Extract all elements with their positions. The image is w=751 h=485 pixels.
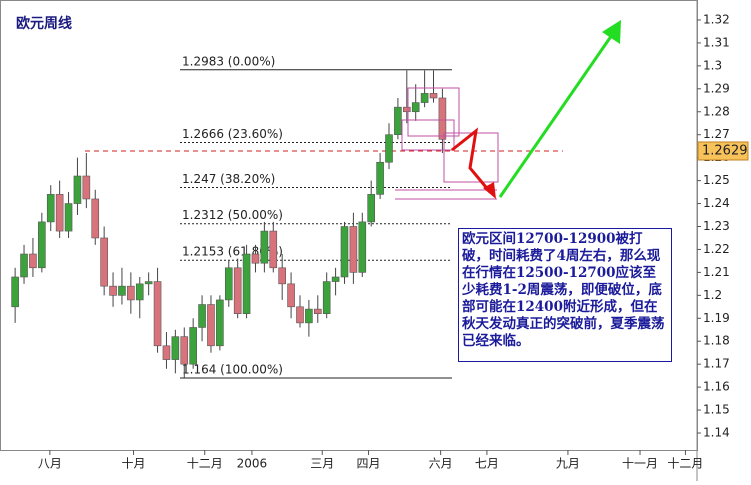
candle-body bbox=[403, 106, 411, 113]
candle-body bbox=[296, 306, 304, 324]
annotation-shapes bbox=[395, 20, 621, 200]
y-tick-label: 1.2 bbox=[703, 288, 722, 302]
x-tick-label: 2006 bbox=[237, 457, 268, 471]
y-tick-label: 1.28 bbox=[703, 104, 730, 118]
y-tick-label: 1.32 bbox=[703, 12, 730, 26]
range-box bbox=[443, 132, 499, 183]
candle-body bbox=[411, 102, 420, 113]
fib-label: 1.2312 (50.00%) bbox=[182, 208, 283, 222]
green-arrowhead bbox=[602, 20, 621, 44]
y-tick-label: 1.22 bbox=[703, 242, 730, 256]
x-tick-label: 十月 bbox=[122, 457, 146, 471]
x-tick-label: 三月 bbox=[310, 457, 334, 471]
x-tick-label: 七月 bbox=[475, 457, 499, 471]
y-tick-label: 1.19 bbox=[703, 311, 730, 325]
y-tick-label: 1.18 bbox=[703, 334, 730, 348]
y-tick-label: 1.15 bbox=[703, 403, 730, 417]
y-tick-label: 1.17 bbox=[703, 357, 730, 371]
candle-body bbox=[331, 276, 340, 282]
candle-body bbox=[207, 304, 215, 347]
candle-body bbox=[358, 221, 367, 273]
last-price-label: 1.2629 bbox=[702, 143, 748, 158]
candle-body bbox=[91, 198, 100, 239]
candle-body bbox=[20, 253, 28, 278]
candle-body bbox=[11, 276, 19, 308]
fib-label: 1.2666 (23.60%) bbox=[182, 127, 283, 141]
y-tick-label: 1.3 bbox=[703, 58, 722, 72]
candle-body bbox=[394, 106, 402, 136]
y-tick-label: 1.23 bbox=[703, 219, 730, 233]
candle-body bbox=[278, 267, 286, 285]
candle-body bbox=[144, 281, 153, 285]
candle-body bbox=[429, 93, 438, 99]
candle-body bbox=[385, 134, 393, 163]
y-tick-label: 1.31 bbox=[703, 35, 730, 49]
candle-body bbox=[349, 226, 358, 273]
candle-body bbox=[171, 336, 180, 360]
candle-body bbox=[233, 267, 242, 314]
candle-body bbox=[198, 304, 206, 328]
candle-body bbox=[420, 93, 429, 103]
x-tick-label: 四月 bbox=[357, 457, 381, 471]
candle-body bbox=[73, 175, 82, 204]
candle-body bbox=[118, 285, 126, 296]
fib-label: 1.2983 (0.00%) bbox=[182, 54, 275, 68]
candle-body bbox=[109, 285, 117, 296]
candle-body bbox=[251, 253, 260, 264]
candle-body bbox=[82, 175, 91, 200]
candle-body bbox=[242, 253, 251, 314]
candle-body bbox=[269, 230, 278, 269]
x-tick-label: 六月 bbox=[429, 457, 453, 471]
candle-body bbox=[46, 194, 55, 223]
candle-body bbox=[153, 281, 162, 347]
candle-body bbox=[313, 308, 322, 314]
red-arrow bbox=[451, 127, 492, 193]
red-arrowhead bbox=[483, 182, 496, 199]
x-tick-label: 八月 bbox=[38, 457, 62, 471]
x-tick-label: 十二月 bbox=[187, 457, 223, 471]
plot-area bbox=[0, 0, 698, 451]
y-tick-label: 1.24 bbox=[703, 196, 730, 210]
candle-body bbox=[367, 194, 375, 223]
y-tick-label: 1.14 bbox=[703, 426, 730, 440]
last-price-box bbox=[697, 141, 749, 161]
candle-body bbox=[127, 285, 135, 301]
fib-label: 1.164 (100.00%) bbox=[182, 362, 283, 376]
x-tick-label: 十一月 bbox=[622, 457, 658, 471]
range-box bbox=[407, 87, 460, 137]
x-tick-label: 十二月 bbox=[667, 457, 703, 471]
candle-body bbox=[29, 253, 37, 269]
green-arrow bbox=[498, 31, 616, 198]
y-tick-label: 1.27 bbox=[703, 127, 730, 141]
annotation-box: 欧元区间12700-12900被打破，时间耗费了4周左右，那么现在行情在1250… bbox=[458, 228, 672, 362]
candle-body bbox=[64, 203, 73, 232]
candle-body bbox=[305, 308, 313, 324]
candle-body bbox=[189, 327, 197, 365]
candle-body bbox=[100, 237, 108, 287]
candle-body bbox=[340, 226, 349, 278]
candle-body bbox=[438, 97, 447, 140]
fib-label: 1.247 (38.20%) bbox=[182, 172, 275, 186]
chart-title: 欧元周线 bbox=[16, 15, 72, 32]
range-box bbox=[401, 119, 455, 151]
y-tick-label: 1.16 bbox=[703, 380, 730, 394]
candle-body bbox=[224, 267, 233, 301]
candle-body bbox=[287, 283, 295, 308]
y-tick-label: 1.21 bbox=[703, 265, 730, 279]
candle-body bbox=[180, 336, 189, 365]
candle-body bbox=[162, 345, 171, 360]
candle-body bbox=[216, 299, 224, 347]
y-tick-label: 1.25 bbox=[703, 173, 730, 187]
y-tick-label: 1.29 bbox=[703, 81, 730, 95]
candle-body bbox=[135, 283, 144, 301]
candle-body bbox=[55, 194, 64, 232]
candle-body bbox=[376, 161, 384, 195]
x-tick-label: 九月 bbox=[556, 457, 580, 471]
candle-body bbox=[260, 230, 269, 264]
candle-body bbox=[38, 221, 46, 269]
candle-body bbox=[322, 281, 331, 314]
